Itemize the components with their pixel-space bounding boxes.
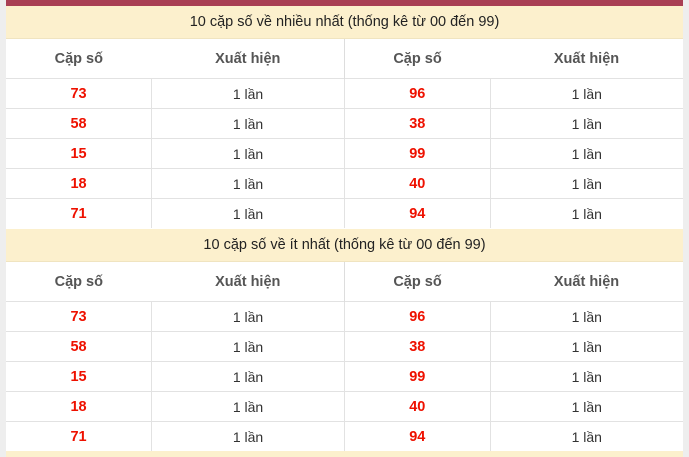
least-frequent-pairs-table: Cặp số Xuất hiện Cặp số Xuất hiện 73 1 l… <box>6 262 683 451</box>
column-header-count-left: Xuất hiện <box>151 262 345 302</box>
pair-number-left: 18 <box>6 391 152 422</box>
table-row: 73 1 lần 96 1 lần <box>6 78 683 109</box>
column-header-count-right: Xuất hiện <box>490 262 683 302</box>
column-header-pair-left: Cặp số <box>6 39 152 79</box>
appearance-count-left: 1 lần <box>151 138 345 169</box>
section-title-most-frequent: 10 cặp số về nhiều nhất (thống kê từ 00 … <box>6 6 683 39</box>
section-spacer <box>6 228 683 229</box>
appearance-count-left: 1 lần <box>151 331 345 362</box>
appearance-count-right: 1 lần <box>489 108 683 139</box>
table-row: 15 1 lần 99 1 lần <box>6 361 683 392</box>
table-row: 71 1 lần 94 1 lần <box>6 198 683 228</box>
table-row: 71 1 lần 94 1 lần <box>6 421 683 451</box>
column-header-pair-right: Cặp số <box>343 39 491 79</box>
appearance-count-right: 1 lần <box>489 78 683 109</box>
appearance-count-left: 1 lần <box>151 301 345 332</box>
pair-number-right: 38 <box>343 331 491 362</box>
pair-number-right: 40 <box>343 391 491 422</box>
pair-number-right: 99 <box>343 138 491 169</box>
pair-number-right: 38 <box>343 108 491 139</box>
column-header-count-left: Xuất hiện <box>151 39 345 79</box>
appearance-count-right: 1 lần <box>489 168 683 199</box>
pair-number-right: 94 <box>343 198 491 228</box>
appearance-count-right: 1 lần <box>489 391 683 422</box>
pair-number-left: 58 <box>6 331 152 362</box>
pair-number-left: 73 <box>6 301 152 332</box>
table-header-row: Cặp số Xuất hiện Cặp số Xuất hiện <box>6 262 683 302</box>
appearance-count-left: 1 lần <box>151 198 345 228</box>
pair-number-right: 96 <box>343 78 491 109</box>
appearance-count-left: 1 lần <box>151 168 345 199</box>
table-header-row: Cặp số Xuất hiện Cặp số Xuất hiện <box>6 39 683 79</box>
pair-number-right: 94 <box>343 421 491 451</box>
table-row: 15 1 lần 99 1 lần <box>6 138 683 169</box>
most-frequent-pairs-table: Cặp số Xuất hiện Cặp số Xuất hiện 73 1 l… <box>6 39 683 228</box>
table-row: 18 1 lần 40 1 lần <box>6 391 683 422</box>
appearance-count-right: 1 lần <box>489 301 683 332</box>
pair-number-left: 15 <box>6 138 152 169</box>
appearance-count-right: 1 lần <box>489 361 683 392</box>
next-section-header-stub <box>6 451 683 457</box>
table-row: 58 1 lần 38 1 lần <box>6 331 683 362</box>
column-header-count-right: Xuất hiện <box>490 39 683 79</box>
appearance-count-left: 1 lần <box>151 361 345 392</box>
pair-number-right: 99 <box>343 361 491 392</box>
table-row: 73 1 lần 96 1 lần <box>6 301 683 332</box>
appearance-count-left: 1 lần <box>151 108 345 139</box>
pair-number-left: 71 <box>6 198 152 228</box>
pair-number-left: 15 <box>6 361 152 392</box>
pair-number-right: 96 <box>343 301 491 332</box>
appearance-count-right: 1 lần <box>489 421 683 451</box>
table-row: 18 1 lần 40 1 lần <box>6 168 683 199</box>
appearance-count-right: 1 lần <box>489 198 683 228</box>
accent-top-bar <box>6 0 683 6</box>
pair-number-left: 18 <box>6 168 152 199</box>
appearance-count-right: 1 lần <box>489 331 683 362</box>
statistics-panel: 10 cặp số về nhiều nhất (thống kê từ 00 … <box>6 6 683 457</box>
appearance-count-left: 1 lần <box>151 391 345 422</box>
pair-number-left: 71 <box>6 421 152 451</box>
section-title-least-frequent: 10 cặp số về ít nhất (thống kê từ 00 đến… <box>6 229 683 262</box>
column-header-pair-right: Cặp số <box>343 262 491 302</box>
pair-number-left: 73 <box>6 78 152 109</box>
pair-number-left: 58 <box>6 108 152 139</box>
appearance-count-right: 1 lần <box>489 138 683 169</box>
appearance-count-left: 1 lần <box>151 78 345 109</box>
appearance-count-left: 1 lần <box>151 421 345 451</box>
column-header-pair-left: Cặp số <box>6 262 152 302</box>
table-row: 58 1 lần 38 1 lần <box>6 108 683 139</box>
pair-number-right: 40 <box>343 168 491 199</box>
